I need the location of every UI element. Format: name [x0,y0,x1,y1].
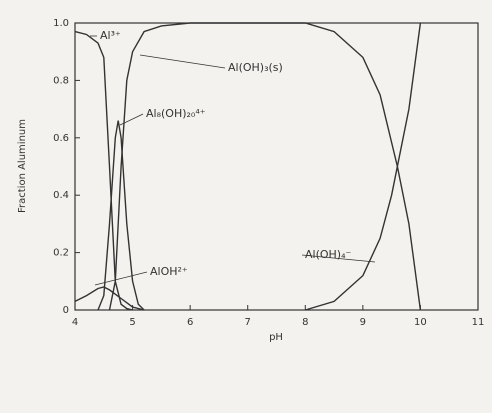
line [74,30,133,311]
y-tick-label: 0.6 [53,133,69,144]
x-tick-label: 9 [360,317,366,328]
x-tick-label: 6 [187,317,193,328]
x-tick-label: 7 [245,317,251,328]
leader-line [139,54,226,69]
y-tick-label: 0 [63,305,69,316]
leader-line [301,254,376,263]
series-label: AlOH²⁺ [150,265,188,278]
x-tick-label: 5 [129,317,135,328]
line [305,22,422,311]
series-label: Al(OH)₃(s) [228,61,283,74]
x-tick-label: 11 [472,317,485,328]
y-axis-label: Fraction Aluminum [17,119,28,213]
x-tick-label: 4 [72,317,78,328]
x-tick-label: 10 [414,317,427,328]
line [97,120,145,311]
y-tick-label: 0.8 [53,75,69,86]
leader-line [94,271,148,286]
y-tick-label: 1.0 [53,18,69,29]
series-label: Al³⁺ [100,29,121,42]
x-axis-label: pH [269,332,283,343]
series-label: Al(OH)₄⁻ [305,248,352,261]
line [108,22,422,311]
series-label: Al₈(OH)₂₀⁴⁺ [146,107,206,120]
line [74,286,145,311]
y-tick-label: 0.4 [53,190,69,201]
x-tick-label: 8 [302,317,308,328]
y-tick-label: 0.2 [53,248,69,259]
